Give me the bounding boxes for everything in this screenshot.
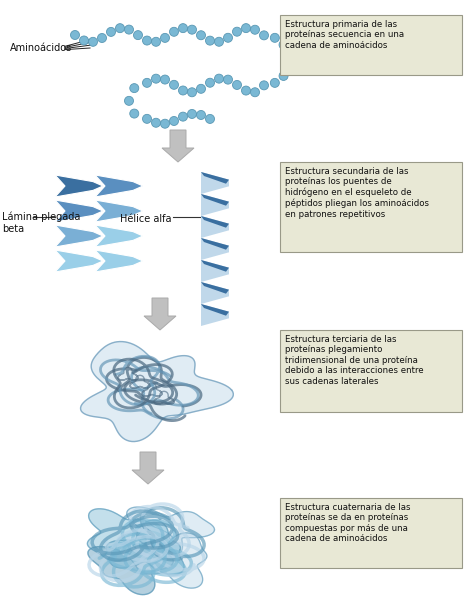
Polygon shape (201, 282, 229, 304)
Circle shape (197, 31, 206, 40)
Circle shape (206, 115, 215, 124)
Circle shape (143, 78, 152, 87)
Circle shape (130, 84, 139, 93)
Polygon shape (201, 304, 229, 326)
Circle shape (179, 24, 188, 33)
Polygon shape (201, 260, 229, 282)
Polygon shape (95, 200, 143, 222)
FancyBboxPatch shape (280, 498, 462, 568)
Polygon shape (201, 172, 229, 184)
Polygon shape (88, 542, 173, 595)
Polygon shape (95, 225, 143, 247)
Polygon shape (127, 507, 214, 559)
Circle shape (116, 24, 125, 33)
Text: Lámina plegada
beta: Lámina plegada beta (2, 212, 81, 234)
Text: Estructura primaria de las
proteínas secuencia en una
cadena de aminoácidos: Estructura primaria de las proteínas sec… (285, 20, 404, 50)
Text: Hélice alfa: Hélice alfa (120, 214, 172, 224)
Circle shape (241, 86, 250, 95)
Polygon shape (201, 238, 229, 250)
Circle shape (130, 109, 139, 118)
Circle shape (188, 88, 197, 96)
Circle shape (206, 78, 215, 87)
FancyBboxPatch shape (280, 330, 462, 412)
Circle shape (279, 71, 288, 80)
Polygon shape (201, 238, 229, 260)
Circle shape (98, 34, 107, 42)
Polygon shape (55, 175, 103, 197)
Polygon shape (95, 175, 143, 197)
Circle shape (279, 40, 288, 49)
Polygon shape (87, 509, 173, 561)
Text: Estructura secundaria de las
proteínas los puentes de
hidrógeno en el esqueleto : Estructura secundaria de las proteínas l… (285, 167, 429, 219)
Circle shape (170, 116, 179, 125)
Circle shape (233, 27, 241, 36)
Polygon shape (55, 225, 103, 247)
Polygon shape (81, 341, 233, 441)
Circle shape (241, 24, 250, 33)
Text: Estructura terciaria de las
proteínas plegamiento
tridimensional de una proteína: Estructura terciaria de las proteínas pl… (285, 335, 424, 385)
Circle shape (188, 25, 197, 34)
Circle shape (188, 110, 197, 118)
Circle shape (143, 36, 152, 45)
Polygon shape (132, 452, 164, 484)
Circle shape (179, 86, 188, 95)
Circle shape (197, 84, 206, 93)
Circle shape (170, 27, 179, 36)
Circle shape (215, 37, 224, 46)
Circle shape (270, 78, 279, 87)
Circle shape (152, 37, 161, 46)
Circle shape (224, 33, 233, 42)
Text: Estructura cuaternaria de las
proteínas se da en proteínas
compuestas por más de: Estructura cuaternaria de las proteínas … (285, 503, 410, 543)
Circle shape (152, 74, 161, 83)
Text: Aminoácidos: Aminoácidos (10, 43, 72, 53)
Polygon shape (55, 200, 103, 222)
Polygon shape (201, 304, 229, 316)
Circle shape (80, 36, 89, 45)
Circle shape (215, 74, 224, 83)
Circle shape (206, 36, 215, 45)
Circle shape (125, 25, 134, 34)
Polygon shape (201, 172, 229, 194)
Circle shape (284, 50, 293, 59)
Polygon shape (95, 250, 143, 272)
Polygon shape (201, 216, 229, 228)
Circle shape (179, 112, 188, 121)
Polygon shape (201, 216, 229, 238)
Circle shape (270, 33, 279, 42)
Polygon shape (55, 250, 103, 272)
Circle shape (284, 62, 293, 71)
Polygon shape (201, 194, 229, 206)
Circle shape (134, 31, 143, 40)
Circle shape (107, 27, 116, 36)
Circle shape (125, 96, 134, 106)
Circle shape (71, 31, 80, 40)
FancyBboxPatch shape (280, 162, 462, 252)
Circle shape (233, 80, 241, 89)
Polygon shape (201, 194, 229, 216)
Polygon shape (106, 520, 184, 575)
Circle shape (152, 118, 161, 127)
Polygon shape (144, 298, 176, 330)
Circle shape (170, 80, 179, 89)
Polygon shape (162, 130, 194, 162)
Circle shape (161, 119, 170, 128)
Circle shape (143, 115, 152, 124)
Circle shape (197, 110, 206, 119)
Circle shape (259, 31, 268, 40)
Circle shape (250, 88, 259, 96)
Polygon shape (201, 282, 229, 294)
Polygon shape (128, 533, 207, 588)
Circle shape (161, 33, 170, 42)
Polygon shape (201, 260, 229, 272)
Circle shape (161, 75, 170, 84)
Circle shape (250, 25, 259, 34)
FancyBboxPatch shape (280, 15, 462, 75)
Circle shape (89, 37, 98, 46)
Circle shape (259, 81, 268, 90)
Circle shape (224, 75, 233, 84)
